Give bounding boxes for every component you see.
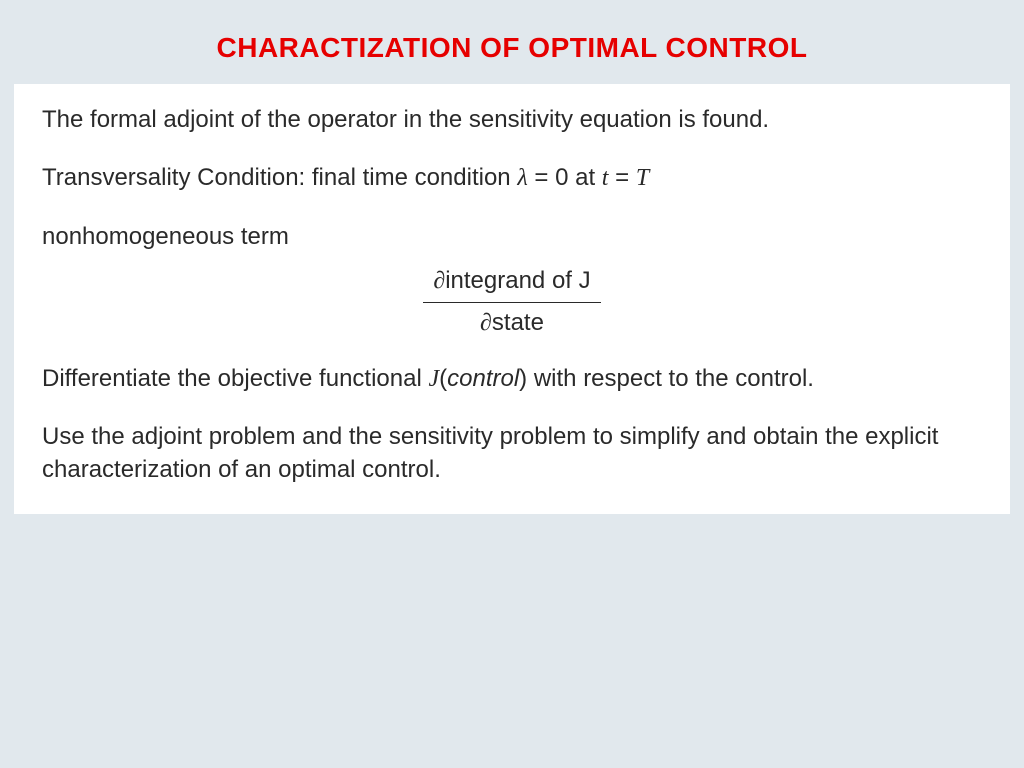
paragraph-transversality: Transversality Condition: final time con… [42,162,982,194]
fraction-numerator: ∂integrand of J [423,265,600,302]
content-box: The formal adjoint of the operator in th… [14,84,1010,514]
diff-suffix: with respect to the control. [527,365,814,392]
var-j: J [428,366,439,392]
paren-close: ) [519,365,527,392]
var-cap-t: T [636,165,649,191]
partial-symbol-den: ∂ [480,310,492,336]
fraction-block: ∂integrand of J ∂state [42,265,982,339]
eq-eq: = [608,164,635,191]
paren-open: ( [439,365,447,392]
transversality-prefix: Transversality Condition: final time con… [42,164,517,191]
paragraph-adjoint: The formal adjoint of the operator in th… [42,104,982,136]
numerator-text: integrand of J [445,267,590,294]
slide-title: CHARACTIZATION OF OPTIMAL CONTROL [0,0,1024,84]
eq-zero: = 0 at [528,164,602,191]
fraction-denominator: ∂state [423,303,600,339]
paragraph-differentiate: Differentiate the objective functional J… [42,363,982,395]
slide: CHARACTIZATION OF OPTIMAL CONTROL The fo… [0,0,1024,768]
paragraph-nonhomogeneous: nonhomogeneous term [42,221,982,253]
paragraph-use-adjoint: Use the adjoint problem and the sensitiv… [42,421,982,486]
control-word: control [447,365,519,392]
denominator-text: state [492,309,544,336]
var-lambda: λ [517,165,527,191]
partial-symbol-num: ∂ [433,268,445,294]
fraction: ∂integrand of J ∂state [423,265,600,339]
diff-prefix: Differentiate the objective functional [42,365,428,392]
